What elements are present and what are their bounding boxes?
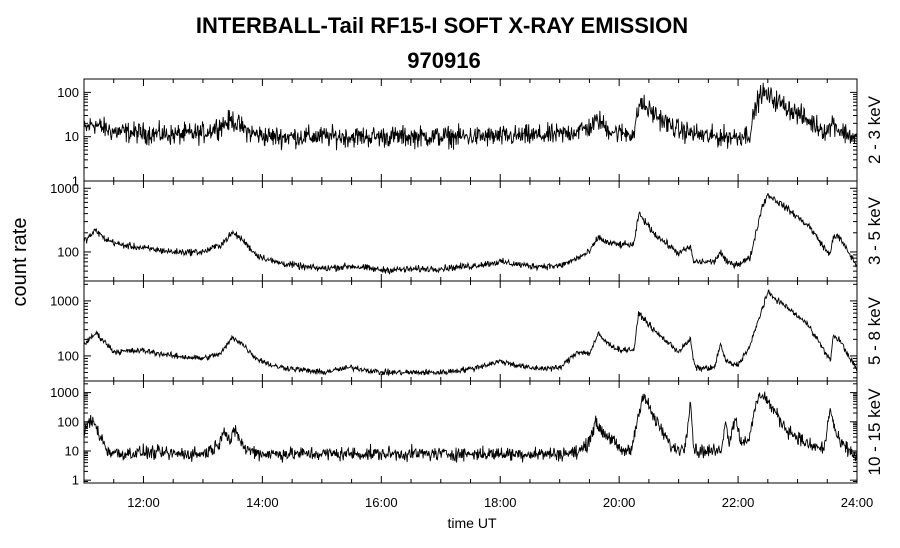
y-tick-label: 1000 [50, 293, 79, 308]
series-line [83, 82, 858, 151]
panel-frame [83, 280, 858, 382]
panel-3: 100 1000 5 - 8 keV [50, 280, 884, 382]
x-tick-label: 20:00 [603, 495, 636, 510]
y-tick-label: 10 [65, 129, 79, 144]
y-tick-label: 100 [57, 85, 79, 100]
y-axis-label: count rate [9, 218, 31, 307]
panel-4: 1 10 100 1000 10 - 15 keV [50, 380, 884, 488]
x-tick-label: 18:00 [484, 495, 517, 510]
series-line [83, 192, 858, 275]
series-label: 2 - 3 keV [865, 95, 884, 164]
x-tick-label: 12:00 [127, 495, 160, 510]
y-tick-label: 1000 [50, 385, 79, 400]
panel-2: 100 1000 3 - 5 keV [50, 180, 884, 282]
y-tick-label: 100 [57, 244, 79, 259]
y-tick-label: 1 [72, 473, 79, 488]
x-tick-label: 24:00 [841, 495, 874, 510]
x-axis-label: time UT [448, 515, 497, 531]
series-label: 10 - 15 keV [865, 388, 884, 476]
y-tick-label: 100 [57, 414, 79, 429]
panel-frame [83, 380, 858, 484]
series-label: 5 - 8 keV [865, 296, 884, 365]
series-label: 3 - 5 keV [865, 196, 884, 265]
x-tick-label: 16:00 [365, 495, 398, 510]
panels-group: 1 10 100 2 - 3 keV 100 1000 3 - 5 keV 100 1000 5 … [50, 78, 884, 510]
chart-title: INTERBALL-Tail RF15-I SOFT X-RAY EMISSIO… [196, 13, 688, 38]
chart-subtitle: 970916 [407, 48, 480, 73]
panel-1: 1 10 100 2 - 3 keV [57, 78, 884, 189]
series-line [83, 391, 858, 463]
y-tick-label: 1 [72, 174, 79, 189]
y-tick-label: 10 [65, 443, 79, 458]
y-tick-label: 1000 [50, 181, 79, 196]
series-line [83, 289, 858, 377]
x-tick-label: 22:00 [722, 495, 755, 510]
panel-frame [83, 180, 858, 282]
x-tick-label: 14:00 [246, 495, 279, 510]
y-tick-label: 100 [57, 348, 79, 363]
